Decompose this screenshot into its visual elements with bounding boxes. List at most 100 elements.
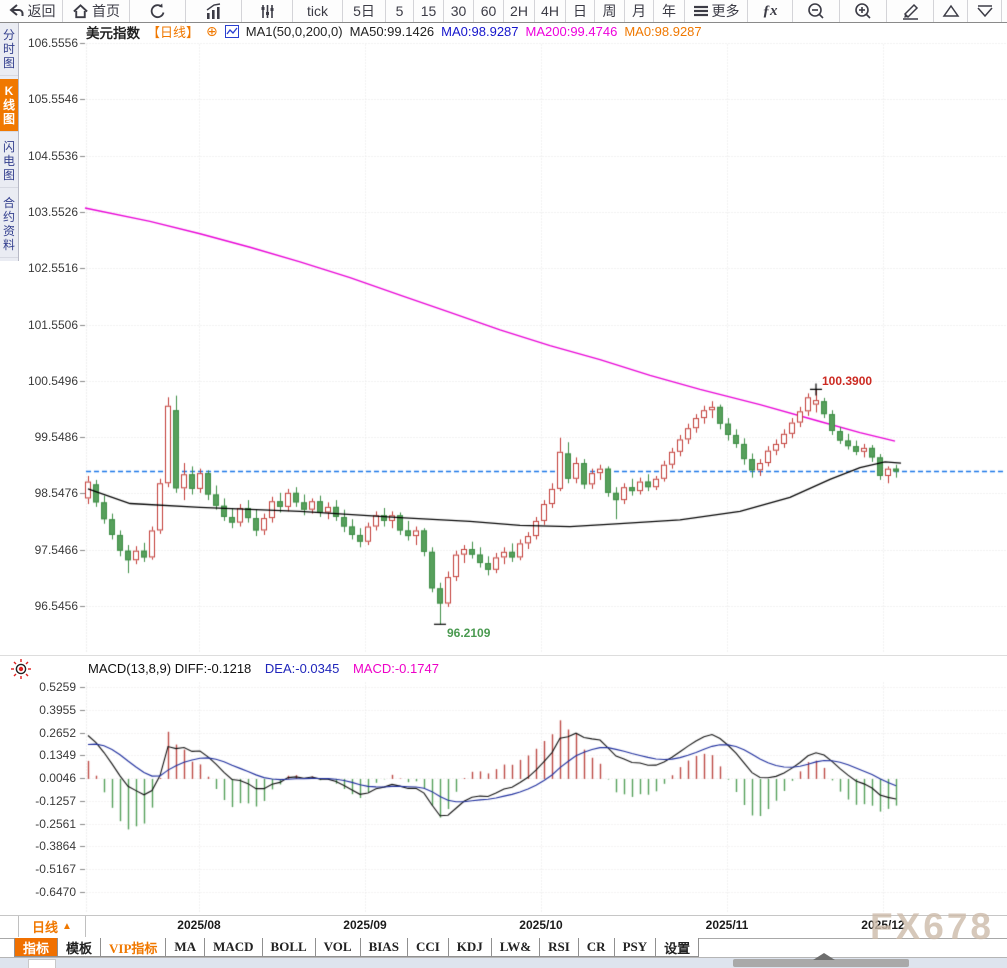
month-axis-label: 2025/09	[343, 918, 387, 932]
indicator-tab-RSI[interactable]: RSI	[540, 938, 579, 957]
toolbar-item-label: 4H	[541, 3, 559, 19]
month-axis-label: 2025/08	[177, 918, 221, 932]
toolbar-item-label: 年	[662, 3, 676, 19]
sidebar-item-0[interactable]: 分时图	[0, 23, 18, 76]
macd-settings-icon[interactable]	[10, 658, 32, 680]
period-month[interactable]: 月	[625, 0, 654, 22]
price-axis-label: 97.5466	[34, 542, 78, 557]
more-menu-button[interactable]: 更多	[685, 0, 748, 22]
home-button[interactable]: 首页	[63, 0, 130, 22]
macd-axis-label: 0.3955	[39, 702, 76, 717]
period-15m[interactable]: 15	[414, 0, 444, 22]
formula-button[interactable]: ƒx	[748, 0, 793, 22]
month-axis-label: 2025/11	[705, 918, 749, 932]
bars-icon	[204, 2, 223, 20]
toolbar-item-label: tick	[307, 3, 328, 19]
indicator-tabbar: 指标 模板 VIP指标 MA MACD BOLL VOL BIAS CCI KDJ LW& RSI CR…	[14, 938, 700, 957]
add-indicator-icon[interactable]: ⊕	[206, 23, 218, 39]
indicator-tab-模板[interactable]: 模板	[58, 938, 102, 957]
symbol-name: 美元指数	[86, 25, 140, 41]
simulate-trade-button[interactable]: $模拟	[1002, 0, 1007, 22]
period-5d[interactable]: 5日	[343, 0, 386, 22]
high-price-annotation: 100.3900	[822, 374, 873, 388]
toolbar-item-label: 5	[395, 3, 404, 19]
toolbar-item-label: 5日	[353, 3, 375, 19]
toolbar-item-label: 更多	[711, 3, 740, 19]
draw-button[interactable]	[887, 0, 934, 22]
toolbar-item-label: 日	[573, 3, 587, 19]
quote-header: 美元指数 【日线】 ⊕ MA1(50,0,200,0) MA50:99.1426…	[86, 23, 702, 41]
indicator-tab-BIAS[interactable]: BIAS	[360, 938, 408, 957]
menu-icon	[693, 4, 709, 18]
mini-chart-icon	[224, 25, 239, 38]
month-axis-label: 2025/10	[519, 918, 563, 932]
period-selector-label: 日线	[32, 920, 59, 935]
collapse-up-button[interactable]	[934, 0, 968, 22]
zoomin-icon	[854, 2, 872, 20]
price-axis-label: 100.5496	[27, 373, 78, 388]
chart-type-button[interactable]	[186, 0, 242, 22]
indicator-tab-VIP指标[interactable]: VIP指标	[101, 938, 167, 957]
price-axis-label: 96.5456	[34, 599, 78, 613]
ma-settings: MA1(50,0,200,0)	[245, 24, 343, 39]
indicator-tab-CR[interactable]: CR	[578, 938, 615, 957]
bottom-strip	[0, 953, 1007, 968]
period-day[interactable]: 日	[566, 0, 595, 22]
indicator-tab-MA[interactable]: MA	[166, 938, 206, 957]
triup-icon	[942, 3, 960, 19]
indicator-tab-LW&[interactable]: LW&	[491, 938, 541, 957]
period-tag: 【日线】	[147, 25, 200, 40]
indicator-tab-CCI[interactable]: CCI	[407, 938, 449, 957]
indicator-tab-KDJ[interactable]: KDJ	[448, 938, 492, 957]
refresh-button[interactable]	[130, 0, 186, 22]
macd-header: MACD(13,8,9) DIFF:-0.1218 DEA:-0.0345 MA…	[88, 661, 439, 676]
fx-icon: ƒx	[762, 2, 778, 19]
period-week[interactable]: 周	[595, 0, 625, 22]
period-60m[interactable]: 60	[474, 0, 504, 22]
indicator-tab-BOLL[interactable]: BOLL	[262, 938, 316, 957]
price-axis-label: 106.5556	[27, 36, 78, 50]
toolbar-item-label: 15	[420, 3, 437, 19]
indicator-settings-button[interactable]	[242, 0, 293, 22]
collapse-down-button[interactable]	[968, 0, 1002, 22]
sidebar-item-1[interactable]: K线图	[0, 79, 18, 132]
period-4h[interactable]: 4H	[535, 0, 566, 22]
period-2h[interactable]: 2H	[504, 0, 535, 22]
period-tick[interactable]: tick	[293, 0, 343, 22]
horizontal-scrollbar[interactable]	[733, 953, 909, 967]
period-5m[interactable]: 5	[386, 0, 414, 22]
ma50-value: MA50:99.1426	[349, 24, 435, 39]
tridown-icon	[976, 3, 994, 19]
price-axis-label: 105.5546	[27, 92, 78, 107]
period-selector-arrow-icon: ▲	[62, 921, 72, 932]
sidebar-item-3[interactable]: 合约资料	[0, 191, 18, 258]
period-year[interactable]: 年	[654, 0, 685, 22]
sidebar-item-2[interactable]: 闪电图	[0, 135, 18, 188]
home-icon	[72, 3, 89, 20]
zoom-out-button[interactable]	[793, 0, 840, 22]
period-selector[interactable]: 日线 ▲	[18, 916, 86, 937]
indicator-tab-指标[interactable]: 指标	[14, 938, 59, 957]
toolbar-item-label: 月	[632, 3, 646, 19]
period-30m[interactable]: 30	[444, 0, 474, 22]
indicator-tab-设置[interactable]: 设置	[656, 938, 700, 957]
ma200-value: MA200:99.4746	[525, 24, 618, 39]
price-axis-label: 104.5536	[27, 148, 78, 163]
price-axis-label: 102.5516	[27, 261, 78, 276]
macd-axis-label: -0.5167	[35, 862, 76, 877]
time-axis-row: 日线 ▲ 2025/08 2025/09 2025/10 2025/11 2025/12	[0, 915, 1007, 939]
macd-axis-label: 0.2652	[39, 725, 76, 740]
scrollbar-thumb-icon[interactable]	[813, 953, 835, 960]
low-price-annotation: 96.2109	[447, 626, 491, 640]
macd-axis-label: -0.3864	[35, 839, 76, 854]
indicator-tab-MACD[interactable]: MACD	[205, 938, 263, 957]
indicator-tab-VOL[interactable]: VOL	[315, 938, 361, 957]
zoom-in-button[interactable]	[840, 0, 887, 22]
sliders-icon	[259, 3, 276, 20]
indicator-tab-PSY[interactable]: PSY	[614, 938, 657, 957]
back-button[interactable]: 返回	[0, 0, 63, 22]
price-axis-label: 103.5526	[27, 204, 78, 219]
